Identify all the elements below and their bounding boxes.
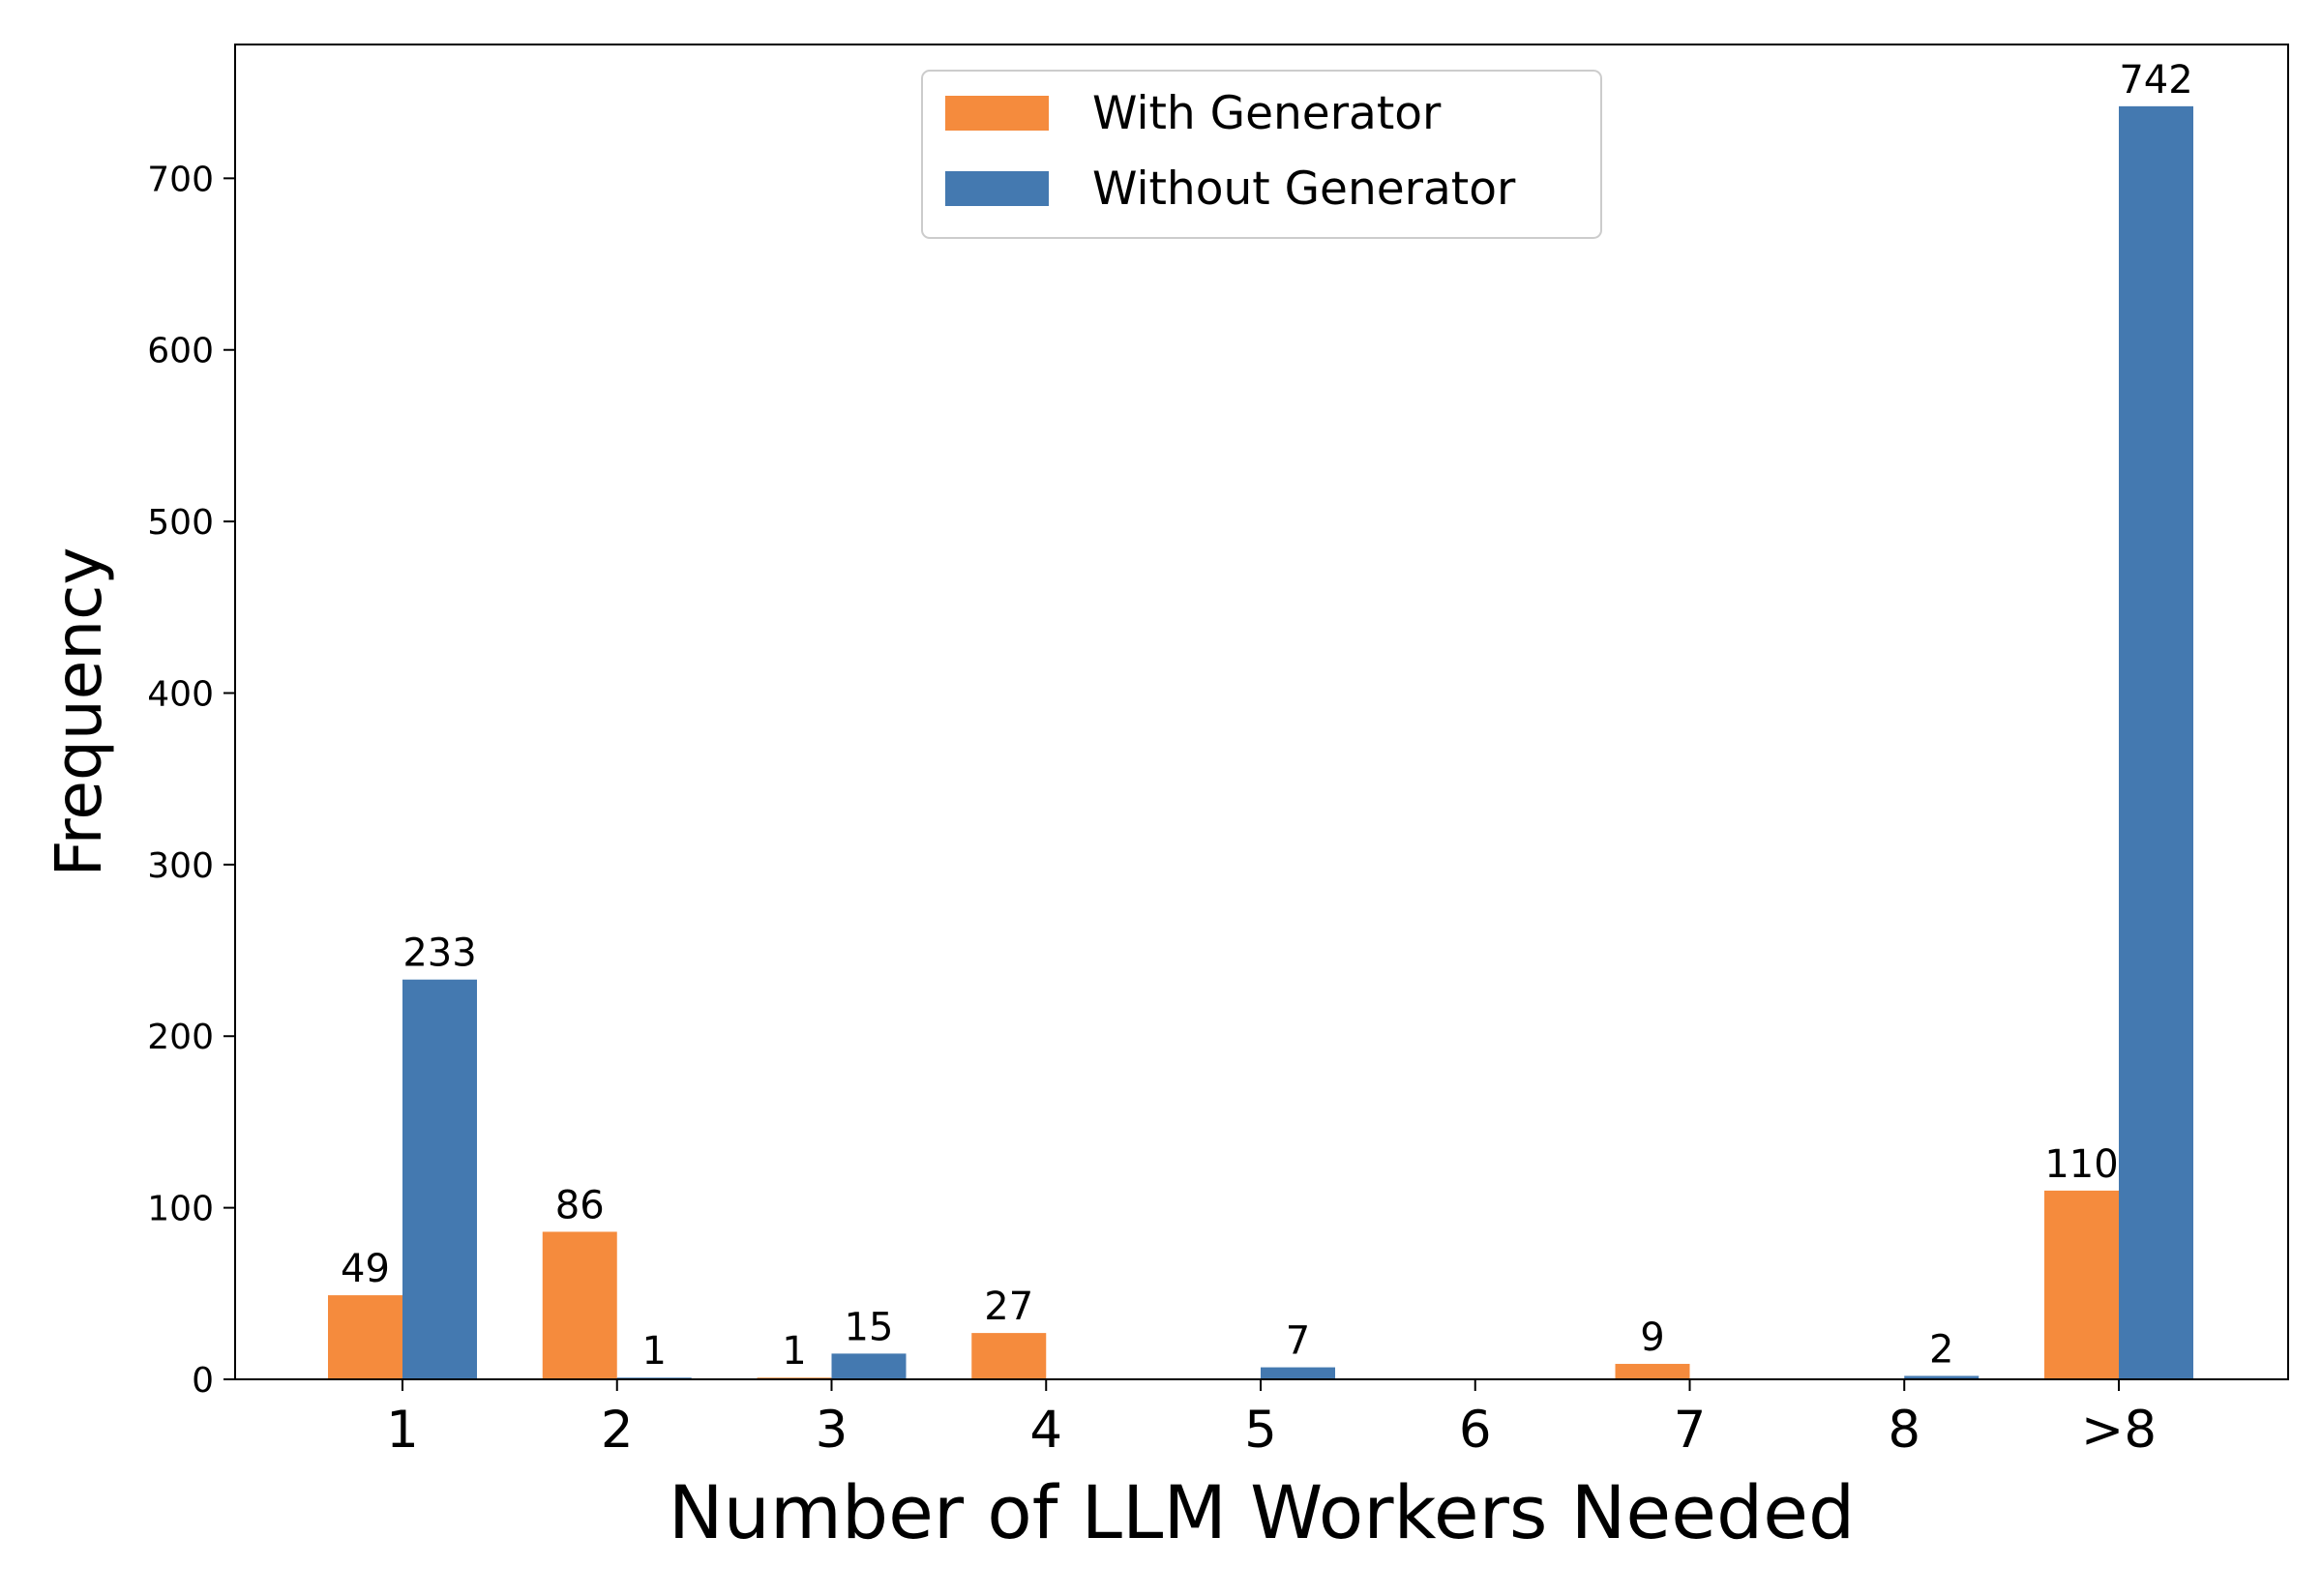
- bar-value-label: 27: [984, 1285, 1033, 1329]
- bar-value-label: 110: [2044, 1142, 2118, 1187]
- bar-value-label: 7: [1286, 1319, 1310, 1364]
- x-tick-label: 1: [386, 1401, 419, 1460]
- bar-value-label: 49: [341, 1247, 390, 1291]
- x-tick-label: 3: [816, 1401, 848, 1460]
- bar-without-generator-7: [1904, 1375, 1980, 1379]
- x-tick-label: 8: [1888, 1401, 1920, 1460]
- y-tick-label: 400: [147, 674, 214, 714]
- legend-swatch-with-generator: [945, 96, 1049, 131]
- x-tick-label: 4: [1029, 1401, 1062, 1460]
- x-tick-label: 6: [1459, 1401, 1492, 1460]
- x-tick-label: 2: [601, 1401, 634, 1460]
- y-tick-label: 0: [192, 1361, 214, 1401]
- legend-label-with-generator: With Generator: [1092, 87, 1442, 140]
- y-tick-label: 700: [147, 160, 214, 199]
- bar-value-label: 1: [642, 1329, 667, 1374]
- bar-value-label: 9: [1640, 1315, 1664, 1360]
- y-tick-label: 200: [147, 1018, 214, 1057]
- legend: With Generator Without Generator: [921, 70, 1602, 239]
- bar-with-generator-3: [971, 1333, 1047, 1379]
- bar-with-generator-8: [2044, 1190, 2119, 1379]
- bar-with-generator-1: [542, 1231, 617, 1379]
- y-tick-label: 100: [147, 1190, 214, 1229]
- y-axis-ticks: 0 100 200 300 400 500 600 700: [147, 160, 235, 1401]
- x-tick-label: 7: [1674, 1401, 1707, 1460]
- bar-value-label: 742: [2119, 58, 2192, 103]
- bar-value-label: 15: [845, 1305, 894, 1349]
- bar-value-label: 2: [1929, 1327, 1953, 1372]
- bars-group: [328, 105, 2193, 1379]
- bar-value-label: 1: [782, 1329, 806, 1374]
- x-axis-ticks: 1 2 3 4 5 6 7 8 >8: [386, 1379, 2157, 1460]
- plot-area: [235, 44, 2288, 1379]
- bar-without-generator-4: [1261, 1367, 1335, 1379]
- bar-value-label: 233: [402, 931, 476, 976]
- bar-without-generator-8: [2119, 105, 2193, 1379]
- bar-with-generator-0: [328, 1295, 402, 1379]
- y-tick-label: 300: [147, 846, 214, 886]
- bar-labels-group: 49 233 86 1 1 15 27 7 9 2 110 742: [341, 58, 2193, 1374]
- x-tick-label: 5: [1244, 1401, 1277, 1460]
- legend-swatch-without-generator: [945, 171, 1049, 206]
- bar-without-generator-2: [831, 1353, 907, 1379]
- x-tick-label: >8: [2081, 1401, 2157, 1460]
- legend-label-without-generator: Without Generator: [1092, 163, 1516, 216]
- x-axis-title: Number of LLM Workers Needed: [669, 1469, 1855, 1555]
- bar-with-generator-6: [1615, 1364, 1690, 1379]
- legend-box: [921, 70, 1602, 239]
- y-tick-label: 500: [147, 503, 214, 543]
- bar-value-label: 86: [555, 1183, 605, 1227]
- bar-without-generator-0: [402, 979, 477, 1379]
- y-axis-title: Frequency: [42, 547, 116, 877]
- plot-frame: [234, 44, 2289, 1380]
- y-tick-label: 600: [147, 332, 214, 371]
